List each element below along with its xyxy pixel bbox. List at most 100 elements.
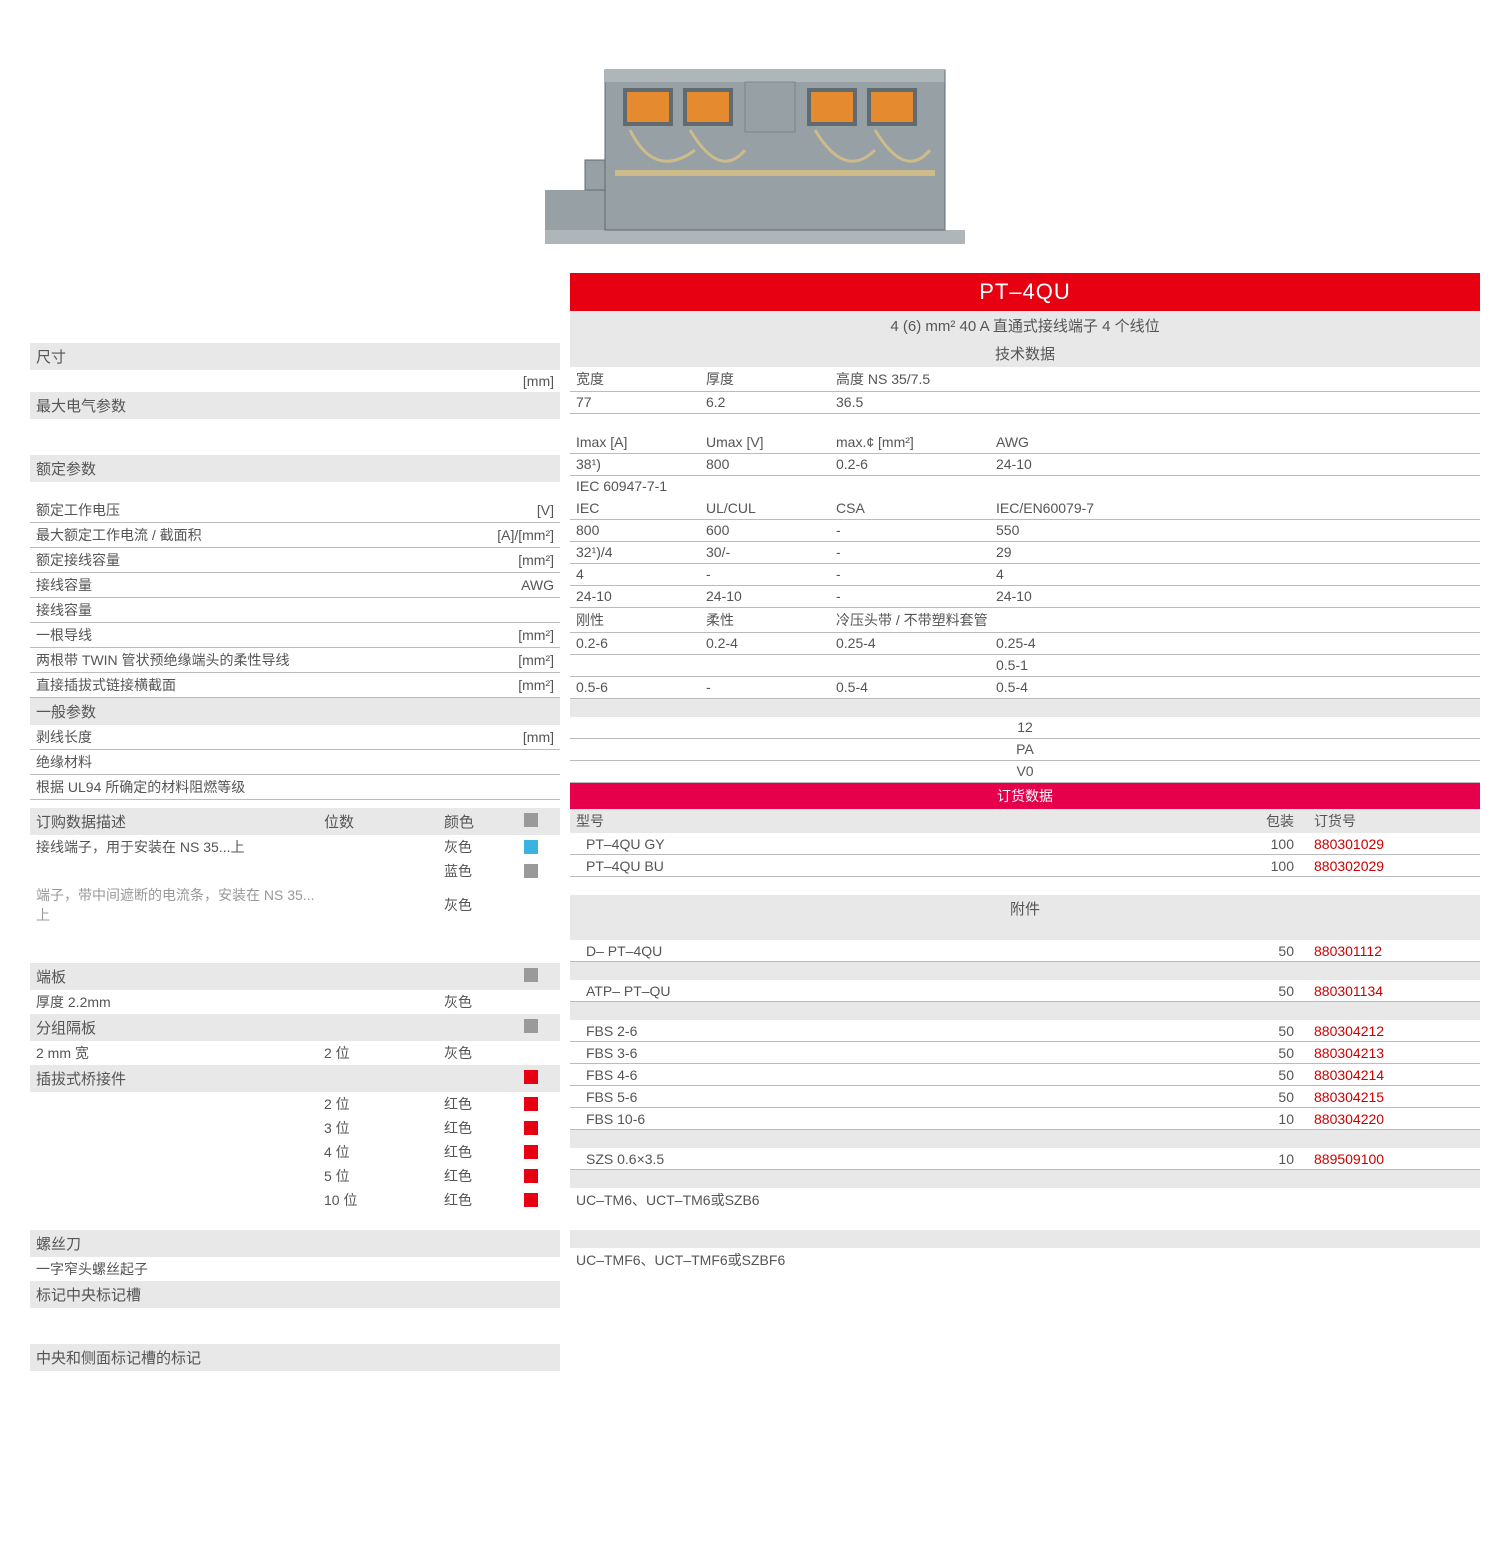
bridge-label: 插拔式桥接件 xyxy=(36,1068,324,1089)
order-row: PT–4QU GY100880301029 xyxy=(570,833,1480,855)
c4: AWG xyxy=(996,434,1474,451)
spec-label: 额定工作电压 xyxy=(36,500,474,520)
spec-label: 额定接线容量 xyxy=(36,550,474,570)
c2: 600 xyxy=(706,522,836,539)
bridge-pos: 2 位 xyxy=(324,1094,444,1114)
tech-row: 4--4 xyxy=(570,564,1480,586)
screwdriver-desc: 一字窄头螺丝起子 xyxy=(36,1259,554,1279)
tech-row: 800600-550 xyxy=(570,520,1480,542)
order-pkg: 50 xyxy=(1214,1089,1314,1105)
order-partno: 880304212 xyxy=(1314,1023,1474,1039)
order-partno: 880304214 xyxy=(1314,1067,1474,1083)
spec-row: 额定工作电压[V] xyxy=(30,498,560,523)
c3: - xyxy=(836,522,996,539)
c3: 0.2-6 xyxy=(836,456,996,473)
order-partno: 880301029 xyxy=(1314,836,1474,852)
endplate-thickness: 厚度 2.2mm xyxy=(36,992,324,1012)
spec-row: 根据 UL94 所确定的材料阻燃等级 xyxy=(30,775,560,800)
c2: - xyxy=(706,566,836,583)
order-col-model: 型号 xyxy=(576,811,1214,831)
rated-header: 额定参数 xyxy=(30,455,560,482)
rated-label: 额定参数 xyxy=(36,458,96,479)
bridge-header: 插拔式桥接件 xyxy=(30,1065,560,1092)
order-pkg: 100 xyxy=(1214,858,1314,874)
spec-label: 两根带 TWIN 管状预绝缘端头的柔性导线 xyxy=(36,650,474,670)
terminal-block-icon xyxy=(535,40,975,250)
spec-row: 两根带 TWIN 管状预绝缘端头的柔性导线[mm²] xyxy=(30,648,560,673)
gen-row: V0 xyxy=(570,761,1480,783)
desc-color: 灰色 xyxy=(444,895,524,915)
order-col-pkg: 包装 xyxy=(1214,811,1314,831)
spec-label: 根据 UL94 所确定的材料阻燃等级 xyxy=(36,777,474,797)
swatch-icon xyxy=(524,813,538,827)
spec-unit: [mm²] xyxy=(474,552,554,568)
swatch-icon xyxy=(524,1019,538,1033)
spec-label: 剥线长度 xyxy=(36,727,474,747)
elec-header: 最大电气参数 xyxy=(30,392,560,419)
dim-header: 尺寸 xyxy=(30,343,560,370)
mark1-row: UC–TM6、UCT–TM6或SZB6 xyxy=(570,1188,1480,1212)
c1: IEC xyxy=(576,500,706,517)
c4: 550 xyxy=(996,522,1474,539)
order-row: PT–4QU BU100880302029 xyxy=(570,855,1480,877)
screwdriver-header: 螺丝刀 xyxy=(30,1230,560,1257)
order-model: FBS 3-6 xyxy=(576,1045,1214,1061)
c1: 刚性 xyxy=(576,610,706,630)
order-partno: 880304215 xyxy=(1314,1089,1474,1105)
order-desc-header: 订购数据描述 位数 颜色 xyxy=(30,808,560,835)
gen-label: 一般参数 xyxy=(36,701,96,722)
swatch-icon xyxy=(524,1193,538,1207)
mark-side-header: 中央和侧面标记槽的标记 xyxy=(30,1344,560,1371)
bridge-pos: 10 位 xyxy=(324,1190,444,1210)
order-row: FBS 4-650880304214 xyxy=(570,1064,1480,1086)
tech-row: IECUL/CULCSAIEC/EN60079-7 xyxy=(570,498,1480,520)
tech-row: 776.236.5 xyxy=(570,392,1480,414)
order-partno: 880304220 xyxy=(1314,1111,1474,1127)
order-model: FBS 10-6 xyxy=(576,1111,1214,1127)
c1: 800 xyxy=(576,522,706,539)
order-model: PT–4QU GY xyxy=(576,836,1214,852)
c4: 24-10 xyxy=(996,588,1474,605)
desc-text: 接线端子，用于安装在 NS 35...上 xyxy=(36,837,324,857)
tech-row: 38¹)8000.2-624-10 xyxy=(570,454,1480,476)
product-subtitle: 4 (6) mm² 40 A 直通式接线端子 4 个线位 xyxy=(570,311,1480,340)
spec-unit: [mm²] xyxy=(474,652,554,668)
bridge-color: 红色 xyxy=(444,1094,524,1114)
acc-header: 附件 xyxy=(570,895,1480,922)
order-header: 订货数据 xyxy=(570,783,1480,809)
c4: 24-10 xyxy=(996,456,1474,473)
tech-header: 技术数据 xyxy=(570,340,1480,367)
order-partno: 880302029 xyxy=(1314,858,1474,874)
spec-unit: [mm²] xyxy=(474,627,554,643)
c3: 冷压头带 / 不带塑料套管 xyxy=(836,610,996,630)
swatch-icon xyxy=(524,840,538,854)
spec-unit: [A]/[mm²] xyxy=(474,527,554,543)
order-row: FBS 3-650880304213 xyxy=(570,1042,1480,1064)
mark-side-label: 中央和侧面标记槽的标记 xyxy=(36,1347,201,1368)
gen-row: 12 xyxy=(570,717,1480,739)
c3: max.¢ [mm²] xyxy=(836,434,996,451)
c2: 厚度 xyxy=(706,369,836,389)
swatch-icon xyxy=(524,1121,538,1135)
c1: 24-10 xyxy=(576,588,706,605)
sep-color: 灰色 xyxy=(444,1043,524,1063)
tech-row: 刚性柔性冷压头带 / 不带塑料套管 xyxy=(570,608,1480,633)
spec-label: 最大额定工作电流 / 截面积 xyxy=(36,525,474,545)
c1: Imax [A] xyxy=(576,434,706,451)
elec-label: 最大电气参数 xyxy=(36,395,126,416)
c1: 4 xyxy=(576,566,706,583)
order-model: PT–4QU BU xyxy=(576,858,1214,874)
bridge-row: 3 位红色 xyxy=(30,1116,560,1140)
c2: 800 xyxy=(706,456,836,473)
order-partno: 880301134 xyxy=(1314,983,1474,999)
order-model: SZS 0.6×3.5 xyxy=(576,1151,1214,1167)
c3 xyxy=(836,657,996,674)
tech-row: 0.2-60.2-40.25-40.25-4 xyxy=(570,633,1480,655)
mark-center-label: 标记中央标记槽 xyxy=(36,1284,141,1305)
order-model: FBS 5-6 xyxy=(576,1089,1214,1105)
spec-unit: [mm²] xyxy=(474,677,554,693)
bridge-color: 红色 xyxy=(444,1118,524,1138)
gen-header: 一般参数 xyxy=(30,698,560,725)
bridge-color: 红色 xyxy=(444,1190,524,1210)
c4: 0.5-1 xyxy=(996,657,1474,674)
